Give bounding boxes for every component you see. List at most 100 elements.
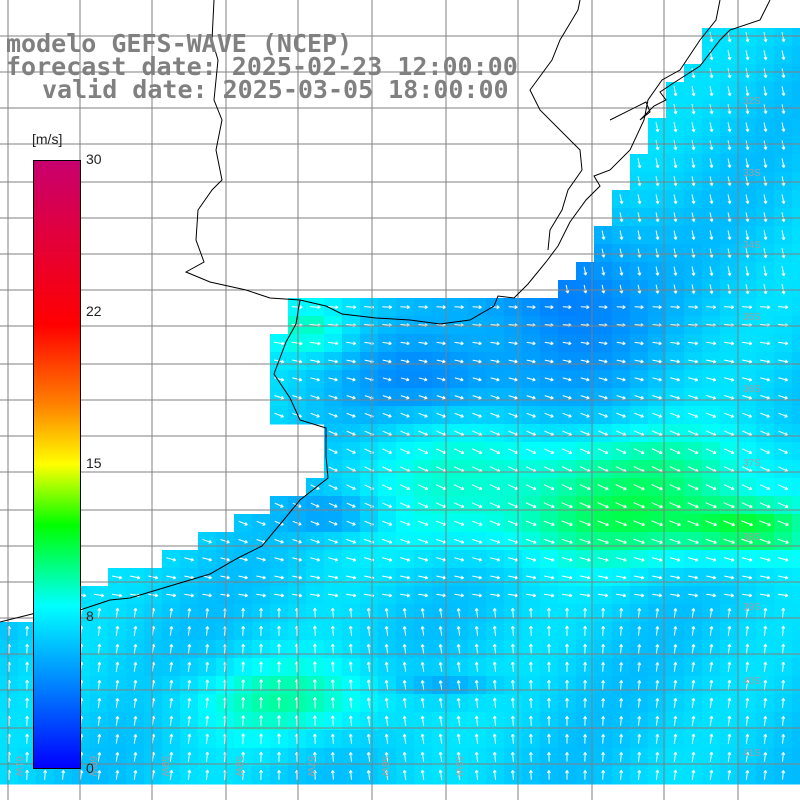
wind-arrow	[687, 520, 699, 527]
wind-arrow	[742, 466, 753, 473]
wind-arrow	[724, 430, 735, 436]
wind-arrow	[565, 607, 569, 618]
wind-arrow	[562, 395, 572, 400]
valid-date: valid date: 2025-03-05 18:00:00	[42, 75, 509, 104]
wind-arrow	[709, 643, 714, 654]
wind-arrow	[781, 697, 786, 708]
wind-arrow	[418, 412, 428, 418]
wind-arrow	[402, 608, 407, 618]
wind-arrow	[673, 176, 678, 187]
wind-arrow	[384, 661, 389, 672]
wind-arrow	[510, 607, 515, 618]
wind-arrow	[454, 430, 465, 436]
wind-arrow	[528, 715, 533, 726]
wind-arrow	[241, 697, 246, 709]
wind-arrow	[615, 448, 627, 455]
wind-arrow	[615, 575, 627, 580]
wind-arrow	[330, 625, 335, 636]
wind-arrow	[778, 412, 788, 418]
wind-arrow	[781, 176, 786, 186]
wind-arrow	[115, 661, 120, 672]
wind-arrow	[634, 395, 644, 400]
wind-arrow	[328, 557, 339, 562]
wind-arrow	[492, 697, 497, 708]
wind-arrow	[655, 140, 660, 151]
wind-arrow	[709, 733, 714, 744]
wind-arrow	[760, 377, 771, 382]
wind-arrow	[597, 575, 609, 580]
wind-cell	[792, 298, 800, 317]
wind-arrow	[760, 305, 771, 310]
wind-arrow	[241, 733, 246, 745]
lon-label: 60W	[87, 756, 98, 777]
wind-arrow	[777, 502, 789, 509]
wind-arrow	[97, 734, 102, 744]
wind-arrow	[330, 661, 335, 673]
wind-arrow	[565, 698, 569, 708]
wind-arrow	[277, 643, 281, 655]
wind-arrow	[760, 430, 770, 436]
wind-arrow	[508, 377, 518, 382]
wind-arrow	[616, 430, 627, 436]
wind-arrow	[709, 608, 714, 618]
wind-arrow	[310, 557, 321, 562]
wind-arrow	[615, 520, 627, 527]
wind-cell	[792, 640, 800, 659]
wind-arrow	[709, 140, 714, 151]
wind-arrow	[655, 194, 660, 205]
wind-arrow	[418, 341, 428, 346]
wind-arrow	[745, 122, 750, 132]
wind-arrow	[474, 625, 479, 636]
wind-arrow	[727, 607, 732, 618]
wind-arrow	[546, 607, 551, 618]
wind-arrow	[777, 520, 789, 527]
wind-arrow	[490, 593, 501, 598]
wind-arrow	[277, 715, 281, 727]
wind-arrow	[490, 557, 501, 562]
wind-arrow	[583, 752, 588, 762]
wind-arrow	[763, 625, 768, 636]
wind-arrow	[453, 448, 465, 455]
wind-arrow	[781, 158, 786, 168]
wind-arrow	[328, 395, 338, 400]
wind-arrow	[691, 733, 696, 744]
colorbar-label-0: 0	[86, 760, 94, 776]
wind-arrow	[709, 661, 714, 672]
wind-arrow	[291, 305, 303, 310]
wind-arrow	[346, 341, 357, 346]
wind-arrow	[273, 341, 285, 346]
wind-arrow	[25, 661, 30, 672]
wind-arrow	[205, 679, 210, 691]
wind-arrow	[763, 158, 768, 168]
wind-arrow	[205, 608, 210, 618]
wind-arrow	[673, 266, 678, 276]
wind-arrow	[25, 625, 30, 636]
wind-arrow	[346, 377, 356, 382]
wind-arrow	[597, 520, 609, 527]
wind-arrow	[400, 557, 411, 562]
wind-arrow	[601, 680, 606, 690]
wind-arrow	[330, 715, 335, 727]
wind-arrow	[651, 538, 663, 544]
wind-arrow	[691, 644, 696, 654]
wind-arrow	[745, 266, 750, 277]
wind-arrow	[456, 733, 461, 745]
wind-arrow	[687, 538, 699, 544]
wind-arrow	[727, 661, 732, 672]
wind-arrow	[328, 448, 338, 454]
wind-arrow	[220, 593, 230, 598]
wind-arrow	[763, 715, 768, 726]
wind-arrow	[402, 661, 407, 672]
wind-arrow	[655, 698, 660, 708]
wind-arrow	[25, 769, 30, 780]
wind-arrow	[598, 395, 608, 400]
wind-arrow	[97, 697, 102, 708]
wind-arrow	[528, 733, 533, 744]
wind-arrow	[400, 593, 411, 598]
wind-arrow	[634, 305, 644, 310]
wind-arrow	[277, 733, 281, 745]
wind-arrow	[763, 50, 768, 61]
wind-arrow	[346, 557, 357, 562]
wind-arrow	[655, 248, 660, 258]
wind-arrow	[348, 643, 353, 654]
